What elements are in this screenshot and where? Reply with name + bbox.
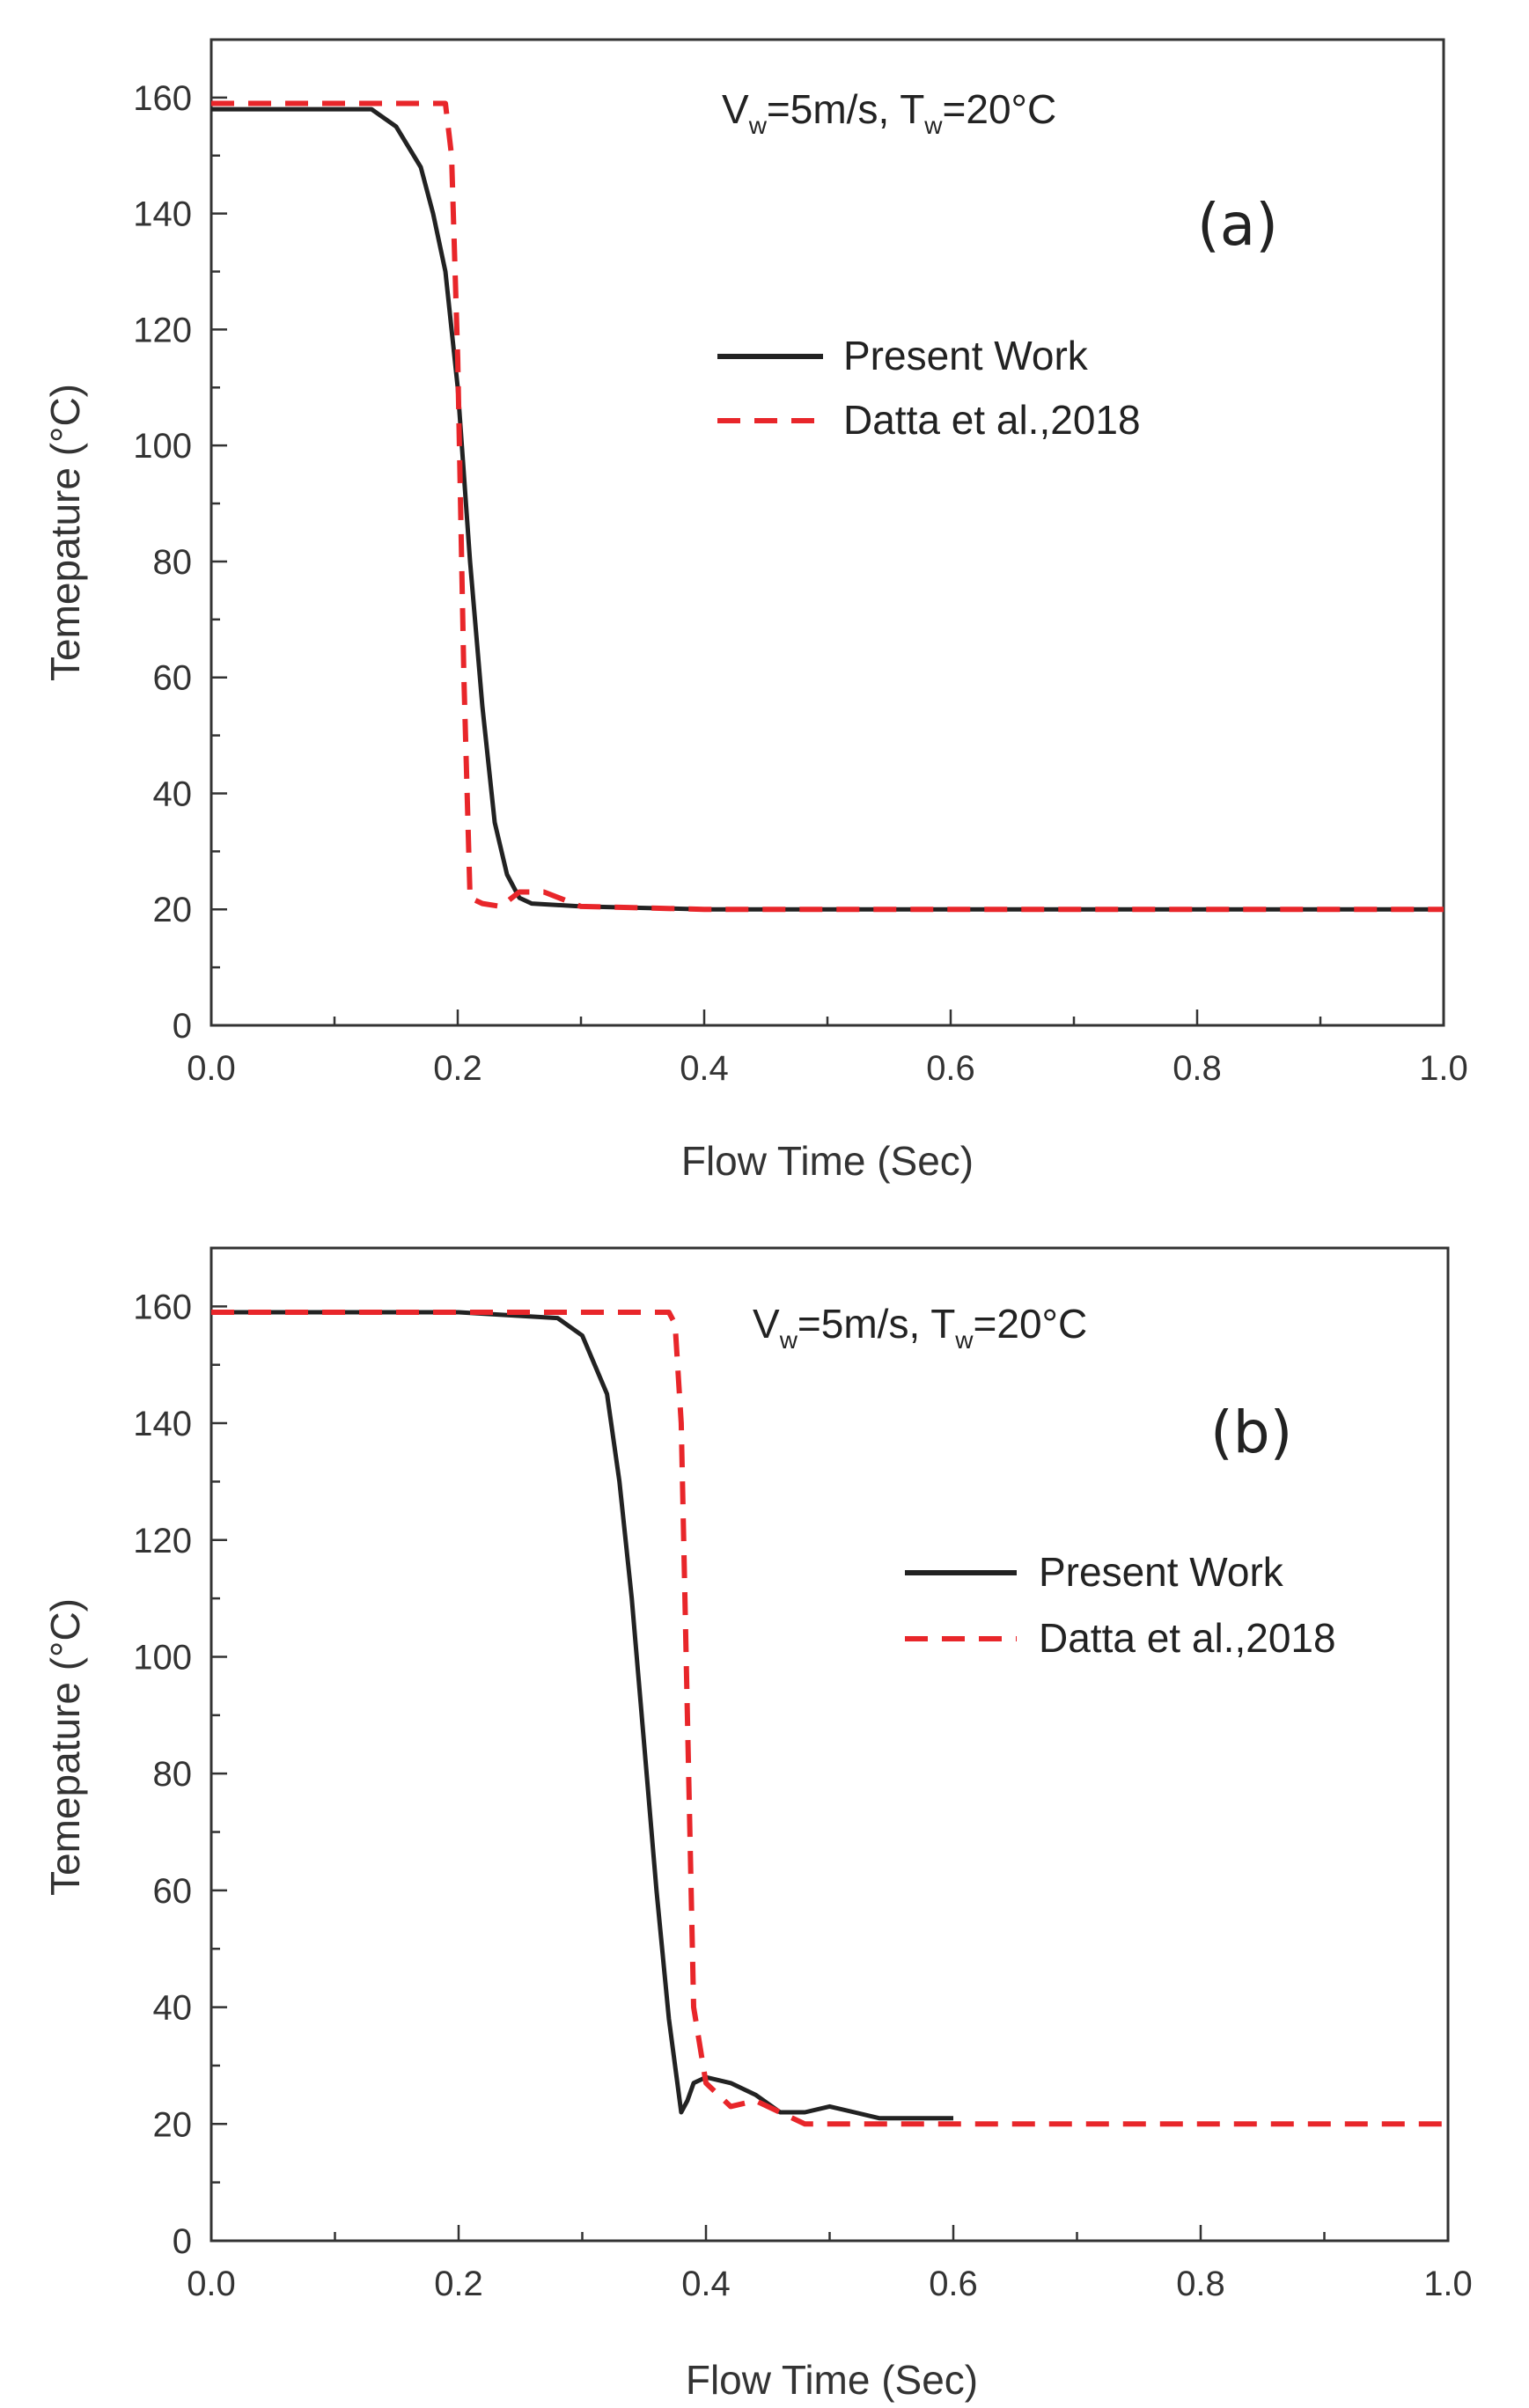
chart-panel-b: 0.0 0.2 0.4 0.6 0.8 1.0020406080100120140160 … [42, 1246, 1473, 2403]
y-tick-label: 60 [153, 659, 193, 698]
legend-label-datta: Datta et al.,2018 [843, 397, 1141, 443]
x-tick-label: 1.0 [1419, 1049, 1468, 1088]
legend-label-present-work: Present Work [843, 333, 1089, 378]
condition-annotation: Vw=5m/s, Tw=20°C [753, 1301, 1087, 1354]
legend-label-datta: Datta et al.,2018 [1039, 1615, 1336, 1661]
x-tick-label: 0.2 [434, 2265, 483, 2303]
axis-ticks: 0.0 0.2 0.4 0.6 0.8 1.0 0 20 40 60 80 100 120 140 160 [133, 79, 1468, 1088]
y-tick-label: 100 [133, 1638, 192, 1677]
legend-label-present-work: Present Work [1039, 1549, 1284, 1595]
x-tick-label: 0.4 [680, 1049, 729, 1088]
series-line-datta [211, 1310, 1448, 2127]
series-line-present-work [211, 1310, 953, 2121]
x-tick-label: 0.8 [1172, 1049, 1222, 1088]
y-tick-label: 120 [133, 311, 192, 349]
legend: Present Work Datta et al.,2018 [905, 1549, 1336, 1661]
x-axis-title: Flow Time (Sec) [681, 1138, 974, 1184]
y-tick-label: 80 [153, 1755, 193, 1794]
x-tick-label: 0.4 [681, 2265, 731, 2303]
y-tick-label: 140 [133, 1405, 192, 1443]
chart-panel-a: 0.0 0.2 0.4 0.6 0.8 1.0020406080100120140160 … [42, 38, 1468, 1184]
plot-frame [210, 38, 1445, 1027]
x-tick-label: 0.0 [187, 1049, 236, 1088]
y-tick-label: 120 [133, 1522, 192, 1560]
y-tick-label: 100 [133, 427, 192, 466]
y-tick-label: 20 [153, 2105, 193, 2144]
x-axis-title: Flow Time (Sec) [686, 2357, 978, 2403]
y-tick-label: 0 [173, 2222, 192, 2261]
plot-frame [210, 1246, 1450, 2243]
y-tick-label: 20 [153, 891, 193, 929]
series-layer [211, 100, 1444, 913]
y-tick-label: 40 [153, 775, 193, 813]
x-tick-label: 0.0 [187, 2265, 236, 2303]
y-tick-label: 0 [173, 1007, 192, 1046]
series-layer [211, 1310, 1448, 2127]
y-tick-label: 80 [153, 543, 193, 582]
y-axis-title: Temepature (°C) [42, 1598, 88, 1896]
y-tick-label: 40 [153, 1989, 193, 2028]
panel-label: (b) [1210, 1399, 1292, 1466]
y-tick-label: 160 [133, 79, 192, 118]
y-tick-label: 60 [153, 1872, 193, 1911]
series-line-present-work [211, 106, 1444, 912]
series-line-datta [211, 100, 1444, 913]
condition-annotation: Vw=5m/s, Tw=20°C [722, 86, 1056, 139]
x-tick-label: 0.6 [929, 2265, 978, 2303]
axis-ticks: 0.0 0.2 0.4 0.6 0.8 1.0 0 20 40 60 80 100 120 140 160 [133, 1288, 1473, 2303]
y-tick-label: 140 [133, 195, 192, 234]
y-tick-label: 160 [133, 1288, 192, 1326]
x-tick-label: 0.8 [1176, 2265, 1225, 2303]
x-tick-label: 0.6 [926, 1049, 975, 1088]
panel-label: (a) [1197, 191, 1278, 259]
legend: Present Work Datta et al.,2018 [717, 333, 1141, 443]
x-tick-label: 0.2 [433, 1049, 482, 1088]
y-axis-title: Temepature (°C) [42, 384, 88, 681]
x-tick-label: 1.0 [1423, 2265, 1473, 2303]
